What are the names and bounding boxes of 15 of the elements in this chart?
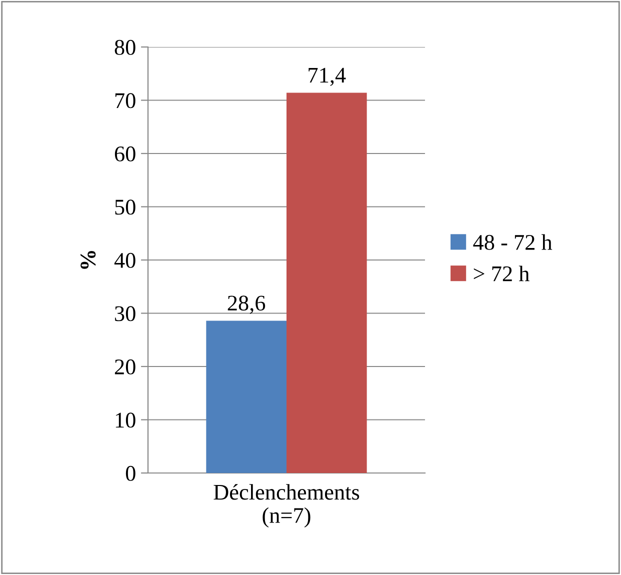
y-tick-label: 60 (114, 146, 136, 162)
y-tick-label: 70 (115, 93, 136, 108)
y-tick-label: 20 (114, 359, 136, 374)
y-tick-label: 80 (114, 40, 136, 55)
y-tick-label: 30 (115, 306, 136, 322)
y-tick-label: 40 (114, 252, 136, 268)
x-tick-label: Déclenchements (n=7) (214, 484, 360, 528)
y-axis-title: % (80, 250, 96, 269)
y-tick-label: 50 (115, 200, 136, 215)
data-label: 71,4 (308, 68, 346, 86)
legend-label: > 72 h (474, 266, 530, 282)
legend-label: 48 - 72 h (473, 234, 552, 250)
y-tick-label: 10 (116, 412, 136, 428)
data-label: 28,6 (228, 296, 266, 314)
y-tick-label: 0 (126, 466, 136, 481)
